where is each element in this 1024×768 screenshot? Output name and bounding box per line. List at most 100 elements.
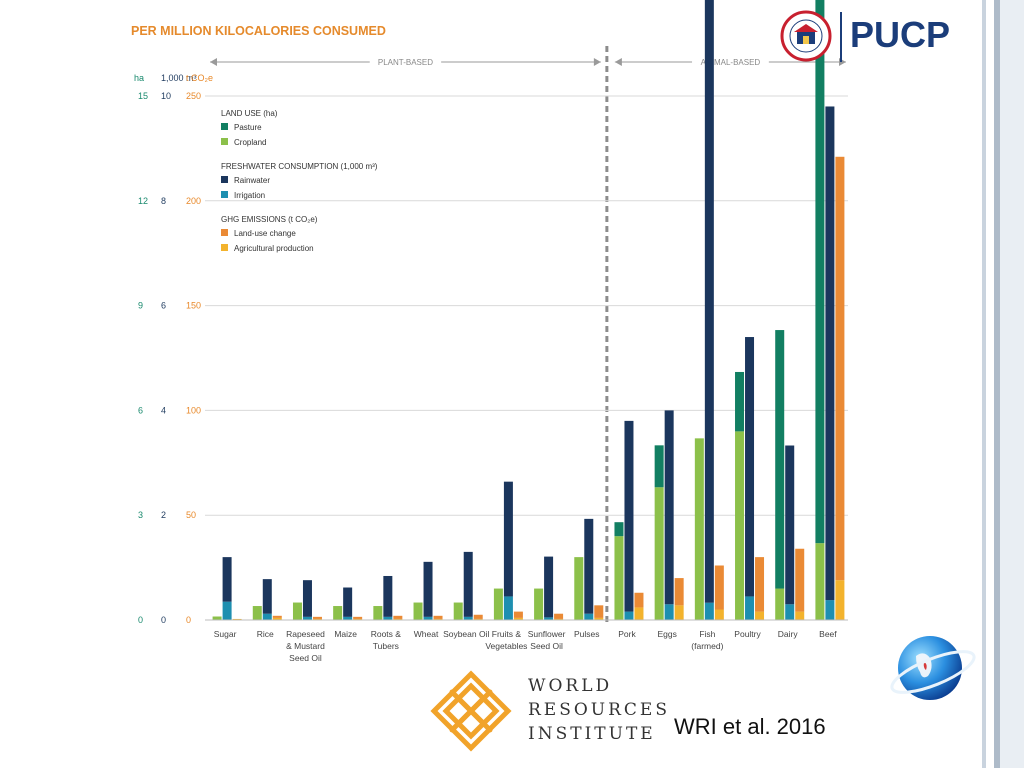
bar-cropland	[534, 588, 544, 620]
legend-item: Land-use change	[234, 229, 296, 238]
tick-label: 150	[186, 301, 201, 311]
bar-rainwater	[825, 106, 835, 601]
globe-icon	[890, 636, 976, 700]
bar-agricultural-production	[714, 609, 724, 620]
category-label-line: Fruits &	[492, 629, 522, 639]
legend-item: Pasture	[234, 123, 262, 132]
tick-label: 0	[186, 615, 191, 625]
legend-swatch	[221, 176, 228, 183]
tick-label: 0	[161, 615, 166, 625]
bar-land-use-change	[714, 565, 724, 610]
section-arrow-head	[593, 58, 601, 66]
bar-land-use-change	[312, 616, 322, 619]
bar-agricultural-production	[232, 618, 242, 620]
bar-irrigation	[825, 600, 835, 620]
section-arrow-head	[614, 58, 622, 66]
bar-cropland	[212, 616, 222, 620]
legend-heading: LAND USE (ha)	[221, 109, 278, 118]
bar-agricultural-production	[554, 618, 564, 620]
bar-agricultural-production	[433, 618, 443, 620]
bar-cropland	[614, 536, 624, 620]
bar-agricultural-production	[393, 618, 403, 620]
category-label-line: Rice	[257, 629, 274, 639]
wri-wordmark: WORLD RESOURCES INSTITUTE	[528, 674, 670, 746]
legend-swatch	[221, 138, 228, 145]
tick-label: 6	[138, 405, 143, 415]
bar-irrigation	[222, 601, 232, 620]
bars	[205, 0, 848, 621]
bar-land-use-change	[473, 614, 483, 619]
bar-land-use-change	[674, 578, 684, 606]
bar-cropland	[493, 588, 503, 620]
bar-agricultural-production	[634, 607, 644, 620]
bar-rainwater	[624, 420, 634, 612]
bar-rainwater	[222, 557, 232, 602]
bar-irrigation	[664, 604, 674, 620]
bar-rainwater	[584, 518, 594, 614]
bar-rainwater	[383, 575, 393, 617]
category-label: Sugar	[214, 629, 237, 639]
bar-rainwater	[463, 551, 473, 617]
tick-label: 4	[161, 405, 166, 415]
tick-label: 6	[161, 301, 166, 311]
bar-agricultural-production	[513, 617, 523, 620]
tick-label: 0	[138, 615, 143, 625]
legend-heading: GHG EMISSIONS (t CO₂e)	[221, 215, 318, 224]
bar-irrigation	[463, 616, 473, 620]
wri-logo-icon	[430, 670, 512, 752]
category-label: Fish (farmed)	[691, 629, 723, 651]
axis-unit-label: t CO₂e	[186, 73, 213, 83]
category-label-line: Sunflower	[528, 629, 566, 639]
section-arrow-head	[210, 58, 217, 66]
category-label: Dairy	[778, 629, 799, 639]
tick-label: 15	[138, 91, 148, 101]
bar-cropland	[694, 438, 704, 620]
tick-label: 3	[138, 510, 143, 520]
category-label-line: Fish	[699, 629, 715, 639]
bar-irrigation	[704, 602, 714, 620]
tick-label: 10	[161, 91, 171, 101]
tick-label: 200	[186, 196, 201, 206]
bar-pasture	[614, 522, 624, 537]
section-labels: PLANT-BASED ANIMAL-BASED	[210, 46, 846, 625]
bar-rainwater	[302, 580, 312, 617]
bar-rainwater	[704, 0, 714, 603]
category-label-line: Rapeseed	[286, 629, 325, 639]
category-label-line: Dairy	[778, 629, 799, 639]
bar-rainwater	[745, 337, 755, 597]
category-label: Rapeseed & Mustard Seed Oil	[286, 629, 325, 663]
bar-land-use-change	[513, 611, 523, 618]
category-label-line: Wheat	[414, 629, 439, 639]
category-label: Rice	[257, 629, 274, 639]
bar-cropland	[815, 543, 825, 620]
category-label-line: Vegetables	[485, 641, 527, 651]
bar-cropland	[735, 431, 745, 620]
bar-agricultural-production	[473, 618, 483, 620]
bar-rainwater	[343, 587, 353, 617]
bar-rainwater	[503, 481, 513, 597]
pucp-logo: PUCP	[780, 8, 976, 66]
bar-irrigation	[262, 613, 272, 620]
bar-cropland	[252, 606, 262, 620]
legend-swatch	[221, 191, 228, 198]
wri-line-3: INSTITUTE	[528, 724, 656, 744]
bar-irrigation	[745, 596, 755, 620]
bar-cropland	[292, 602, 302, 620]
bar-land-use-change	[433, 615, 443, 619]
legend-item: Agricultural production	[234, 244, 314, 253]
bar-land-use-change	[594, 605, 604, 618]
legend-item: Irrigation	[234, 191, 265, 200]
bar-land-use-change	[353, 616, 363, 619]
category-label: Sunflower Seed Oil	[528, 629, 566, 651]
bar-irrigation	[302, 616, 312, 620]
bar-agricultural-production	[312, 618, 322, 620]
tick-label: 12	[138, 196, 148, 206]
category-label: Roots & Tubers	[371, 629, 402, 651]
category-label-line: Eggs	[657, 629, 676, 639]
section-label: ANIMAL-BASED	[701, 58, 761, 67]
bar-irrigation	[383, 616, 393, 620]
bar-agricultural-production	[272, 617, 282, 620]
bar-land-use-change	[795, 548, 805, 612]
bar-cropland	[453, 602, 463, 620]
category-label: Pork	[618, 629, 636, 639]
